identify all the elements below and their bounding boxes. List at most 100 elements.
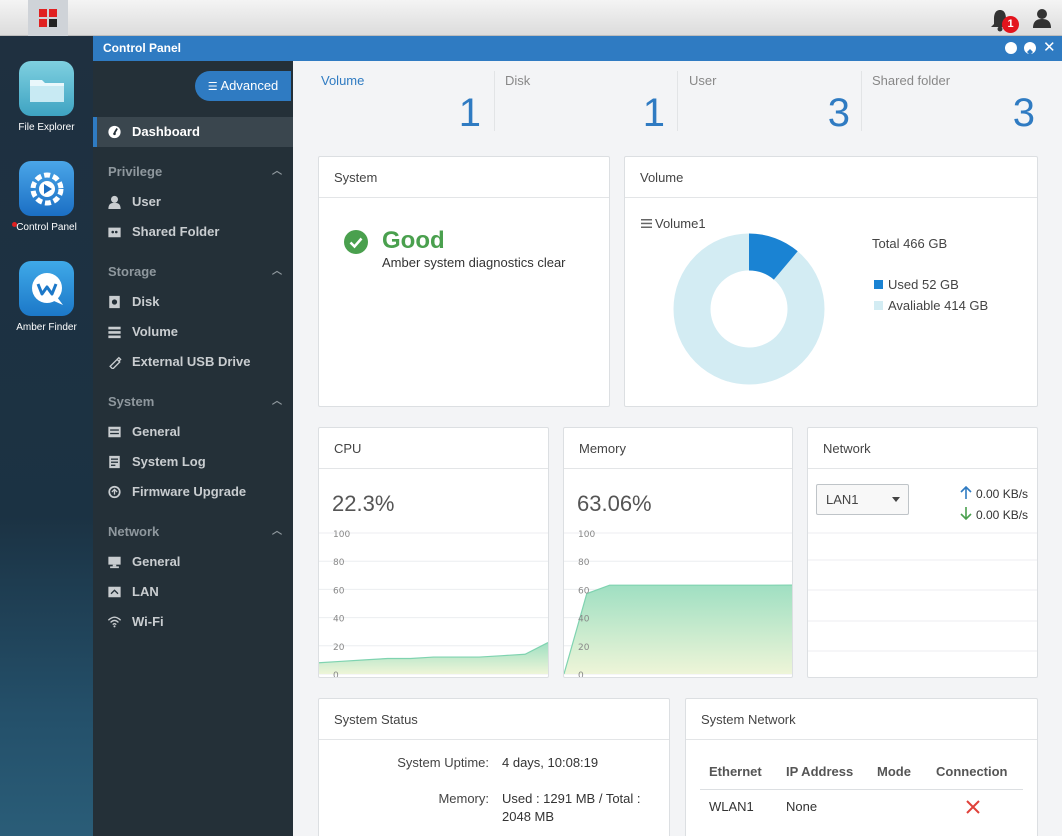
sidebar-group-storage[interactable]: Storage ︿: [108, 257, 288, 287]
sidebar-group-privilege[interactable]: Privilege ︿: [108, 157, 288, 187]
divider: [861, 71, 862, 131]
y-tick-label: 0: [578, 671, 584, 678]
upload-rate: 0.00 KB/s: [976, 487, 1029, 501]
arrow-up-icon: [960, 486, 972, 499]
y-tick-label: 20: [333, 643, 345, 653]
y-tick-label: 80: [578, 558, 590, 568]
dock-app-file-explorer[interactable]: File Explorer: [0, 61, 93, 133]
sidebar-item-dashboard[interactable]: [93, 117, 293, 147]
usage-area: [319, 642, 548, 674]
list-icon: ☰: [207, 81, 218, 93]
legend-available: Avaliable 414 GB: [888, 298, 989, 313]
volume-icon: [108, 326, 121, 339]
stat-shared-folder[interactable]: Shared folder 3: [872, 73, 1035, 135]
maximize-button[interactable]: [1024, 42, 1036, 55]
dock-app-control-panel[interactable]: Control Panel: [0, 161, 93, 233]
network-card: Network LAN1 0.00 KB/s 0.00 KB/s: [807, 427, 1038, 678]
grid-icon: [39, 9, 57, 27]
card-title: System: [319, 157, 609, 198]
sidebar-item-firmware-upgrade[interactable]: Firmware Upgrade: [93, 477, 293, 507]
volume-donut-chart: [673, 233, 825, 385]
column-header-connection[interactable]: Connection: [936, 764, 1008, 779]
column-header-mode[interactable]: Mode: [877, 764, 911, 779]
sidebar-group-network[interactable]: Network ︿: [108, 517, 288, 547]
column-header-ip-address[interactable]: IP Address: [786, 764, 854, 779]
chevron-up-icon: ︿: [272, 396, 282, 407]
chevron-up-icon: ︿: [272, 526, 282, 537]
window-titlebar[interactable]: Control Panel ✕: [93, 36, 1062, 61]
sidebar-item-external-usb[interactable]: External USB Drive: [93, 347, 293, 377]
network-chart-grid: [808, 532, 1037, 652]
volume-name: Volume1: [655, 216, 706, 231]
divider: [700, 789, 1023, 790]
divider: [677, 71, 678, 131]
volume-card: Volume Volume1 Total 466 GB Used 52 GB A…: [624, 156, 1038, 407]
sidebar-item-network-general[interactable]: General: [93, 547, 293, 577]
monitor-icon: [108, 556, 121, 569]
system-status-card: System Status System Uptime: 4 days, 10:…: [318, 698, 670, 836]
y-tick-label: 0: [333, 671, 339, 678]
memory-card: Memory 63.06% 100 80 60 40 20 0: [563, 427, 793, 678]
running-indicator: [12, 222, 17, 227]
usage-line: [319, 642, 548, 664]
uptime-label: System Uptime:: [397, 755, 489, 770]
sidebar-item-lan[interactable]: LAN: [93, 577, 293, 607]
stat-disk[interactable]: Disk 1: [505, 73, 665, 135]
check-circle-icon: [344, 230, 368, 254]
desktop-dock: File Explorer Control Panel Amber Finder: [0, 36, 93, 836]
log-icon: [109, 455, 120, 469]
sidebar-item-system-general[interactable]: General: [93, 417, 293, 447]
divider: [494, 71, 495, 131]
sidebar-item-volume[interactable]: Volume: [93, 317, 293, 347]
sidebar-item-shared-folder[interactable]: Shared Folder: [93, 217, 293, 247]
user-icon[interactable]: [1032, 8, 1052, 28]
sidebar-group-system[interactable]: System ︿: [108, 387, 288, 417]
start-menu-button[interactable]: [28, 0, 68, 36]
memory-value-line2: 2048 MB: [502, 809, 555, 824]
menu-icon: [641, 219, 652, 228]
general-icon: [108, 426, 121, 438]
shared-folder-icon: [108, 227, 121, 238]
sidebar-item-system-log[interactable]: System Log: [93, 447, 293, 477]
y-tick-label: 80: [333, 558, 345, 568]
system-card: System Good Amber system diagnostics cle…: [318, 156, 610, 407]
card-title: Volume: [625, 157, 1037, 198]
interface-select[interactable]: LAN1: [816, 484, 909, 515]
advanced-label: Advanced: [220, 78, 279, 93]
y-tick-label: 40: [578, 615, 590, 625]
caret-down-icon: [892, 497, 900, 502]
usage-area: [564, 585, 792, 674]
y-tick-label: 100: [333, 530, 350, 540]
wifi-icon: [107, 616, 122, 628]
sidebar-item-disk[interactable]: Disk: [93, 287, 293, 317]
memory-usage-value: 63.06%: [577, 491, 652, 516]
y-tick-label: 60: [333, 586, 345, 596]
cpu-usage-chart: 100 80 60 40 20 0: [319, 530, 548, 678]
y-tick-label: 20: [578, 643, 590, 653]
uptime-value: 4 days, 10:08:19: [502, 755, 599, 770]
chevron-up-icon: ︿: [272, 266, 282, 277]
memory-label: Memory:: [438, 791, 489, 806]
y-tick-label: 100: [578, 530, 595, 540]
memory-usage-chart: 100 80 60 40 20 0: [564, 530, 792, 678]
donut-used-slice: [748, 233, 798, 281]
refresh-icon: [108, 485, 121, 499]
memory-value-line1: Used : 1291 MB / Total :: [502, 791, 641, 806]
minimize-button[interactable]: [1005, 42, 1017, 54]
advanced-button[interactable]: ☰ Advanced: [195, 71, 291, 101]
chevron-up-icon: ︿: [272, 166, 282, 177]
legend-used-swatch: [874, 280, 883, 289]
sidebar-item-wifi[interactable]: Wi-Fi: [93, 607, 293, 637]
control-panel-window: Control Panel ✕ ☰ Advanced Dashboard Pri…: [93, 36, 1062, 836]
usb-icon: [109, 356, 122, 369]
card-title: System Network: [686, 699, 1037, 740]
stat-volume[interactable]: Volume 1: [321, 73, 481, 135]
dock-app-amber-finder[interactable]: Amber Finder: [0, 261, 93, 333]
sidebar-item-user[interactable]: User: [93, 187, 293, 217]
column-header-ethernet[interactable]: Ethernet: [709, 764, 762, 779]
close-icon[interactable]: ✕: [1043, 39, 1056, 56]
sidebar-item-dashboard-label[interactable]: Dashboard: [93, 117, 293, 147]
cpu-usage-value: 22.3%: [332, 491, 395, 516]
stat-user[interactable]: User 3: [689, 73, 850, 135]
cpu-card: CPU 22.3% 100 80 60 40 20 0: [318, 427, 549, 678]
